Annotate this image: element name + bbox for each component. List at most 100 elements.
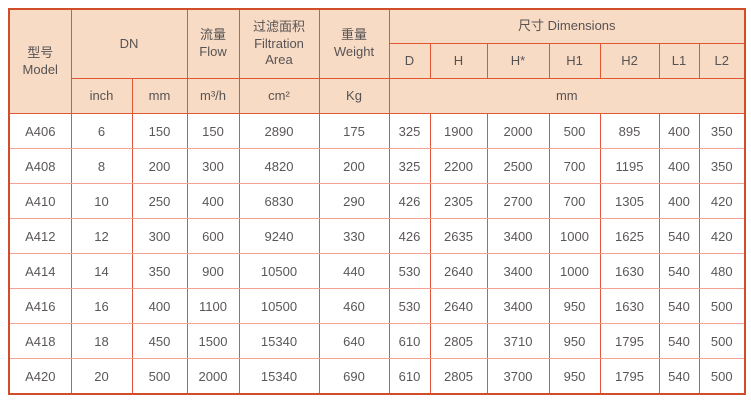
value-cell: 18 bbox=[70, 323, 133, 359]
table-row: A410 10 250 400 6830 290 426 2305 2700 700 1305 400… bbox=[8, 183, 746, 219]
value-cell: 2500 bbox=[486, 148, 550, 184]
value-cell: 2305 bbox=[429, 183, 488, 219]
model-cell: A420 bbox=[8, 358, 72, 395]
header-model: 型号 Model bbox=[8, 8, 72, 114]
value-cell: 610 bbox=[388, 323, 431, 359]
header-row-top: 型号 Model DN 流量 Flow 过滤面积 Filtration Area… bbox=[8, 8, 746, 114]
value-cell: 640 bbox=[318, 323, 390, 359]
value-cell: 610 bbox=[388, 358, 431, 395]
value-cell: 290 bbox=[318, 183, 390, 219]
value-cell: 325 bbox=[388, 148, 431, 184]
unit-weight: Kg bbox=[318, 78, 390, 114]
value-cell: 3400 bbox=[486, 253, 550, 289]
value-cell: 500 bbox=[698, 358, 746, 395]
header-row-units: inch mm m³/h cm² Kg mm bbox=[9, 78, 746, 114]
header-flow: 流量 Flow bbox=[186, 8, 240, 79]
value-cell: 175 bbox=[318, 113, 390, 149]
table-row: A412 12 300 600 9240 330 426 2635 3400 1000 1625 54… bbox=[8, 218, 746, 254]
value-cell: 350 bbox=[698, 113, 746, 149]
value-cell: 325 bbox=[388, 113, 431, 149]
value-cell: 6830 bbox=[238, 183, 320, 219]
value-cell: 350 bbox=[698, 148, 746, 184]
table-body: A406 6 150 150 2890 175 325 1900 2000 500 895 400 35… bbox=[8, 113, 746, 395]
value-cell: 1100 bbox=[186, 288, 240, 324]
value-cell: 2200 bbox=[429, 148, 488, 184]
value-cell: 2640 bbox=[429, 288, 488, 324]
value-cell: 700 bbox=[548, 148, 601, 184]
value-cell: 540 bbox=[658, 218, 700, 254]
header-dim-h: H bbox=[429, 43, 488, 79]
value-cell: 300 bbox=[186, 148, 240, 184]
value-cell: 12 bbox=[70, 218, 133, 254]
value-cell: 1305 bbox=[599, 183, 660, 219]
value-cell: 426 bbox=[388, 183, 431, 219]
header-dim-d: D bbox=[388, 43, 431, 79]
header-dim-hstar: H* bbox=[486, 43, 550, 79]
value-cell: 1630 bbox=[599, 288, 660, 324]
value-cell: 500 bbox=[131, 358, 188, 395]
value-cell: 2890 bbox=[238, 113, 320, 149]
value-cell: 1000 bbox=[548, 218, 601, 254]
value-cell: 10 bbox=[70, 183, 133, 219]
value-cell: 250 bbox=[131, 183, 188, 219]
value-cell: 400 bbox=[131, 288, 188, 324]
value-cell: 530 bbox=[388, 253, 431, 289]
value-cell: 1625 bbox=[599, 218, 660, 254]
value-cell: 530 bbox=[388, 288, 431, 324]
model-cell: A408 bbox=[8, 148, 72, 184]
model-cell: A412 bbox=[8, 218, 72, 254]
value-cell: 420 bbox=[698, 183, 746, 219]
table-row: A416 16 400 1100 10500 460 530 2640 3400 950 1630 5… bbox=[8, 288, 746, 324]
table-row: A420 20 500 2000 15340 690 610 2805 3700 950 1795 5… bbox=[8, 358, 746, 395]
value-cell: 3710 bbox=[486, 323, 550, 359]
value-cell: 420 bbox=[698, 218, 746, 254]
value-cell: 1000 bbox=[548, 253, 601, 289]
value-cell: 480 bbox=[698, 253, 746, 289]
value-cell: 20 bbox=[70, 358, 133, 395]
value-cell: 500 bbox=[698, 288, 746, 324]
value-cell: 2000 bbox=[486, 113, 550, 149]
value-cell: 895 bbox=[599, 113, 660, 149]
value-cell: 2700 bbox=[486, 183, 550, 219]
value-cell: 1900 bbox=[429, 113, 488, 149]
value-cell: 3400 bbox=[486, 288, 550, 324]
table-row: A408 8 200 300 4820 200 325 2200 2500 700 1195 400 3… bbox=[8, 148, 746, 184]
spec-table: 型号 Model DN 流量 Flow 过滤面积 Filtration Area… bbox=[8, 8, 747, 395]
value-cell: 3400 bbox=[486, 218, 550, 254]
header-weight: 重量 Weight bbox=[318, 8, 390, 79]
header-dim-l1: L1 bbox=[658, 43, 700, 79]
value-cell: 900 bbox=[186, 253, 240, 289]
value-cell: 2640 bbox=[429, 253, 488, 289]
value-cell: 500 bbox=[548, 113, 601, 149]
value-cell: 400 bbox=[658, 183, 700, 219]
value-cell: 440 bbox=[318, 253, 390, 289]
table-row: A418 18 450 1500 15340 640 610 2805 3710 950 1795 5… bbox=[8, 323, 746, 359]
value-cell: 450 bbox=[131, 323, 188, 359]
value-cell: 460 bbox=[318, 288, 390, 324]
unit-inch: inch bbox=[70, 78, 133, 114]
header-filtration-area: 过滤面积 Filtration Area bbox=[238, 8, 320, 79]
value-cell: 2805 bbox=[429, 358, 488, 395]
value-cell: 1795 bbox=[599, 358, 660, 395]
table-header: 型号 Model DN 流量 Flow 过滤面积 Filtration Area… bbox=[8, 8, 746, 114]
value-cell: 400 bbox=[658, 148, 700, 184]
value-cell: 500 bbox=[698, 323, 746, 359]
header-row-dim-cols: D H H* H1 H2 L1 L2 bbox=[9, 43, 746, 79]
value-cell: 1630 bbox=[599, 253, 660, 289]
value-cell: 200 bbox=[318, 148, 390, 184]
value-cell: 690 bbox=[318, 358, 390, 395]
header-dim-h2: H2 bbox=[599, 43, 660, 79]
value-cell: 4820 bbox=[238, 148, 320, 184]
header-dn: DN bbox=[70, 8, 188, 79]
value-cell: 300 bbox=[131, 218, 188, 254]
unit-area: cm² bbox=[238, 78, 320, 114]
header-dimensions: 尺寸 Dimensions bbox=[388, 8, 746, 44]
value-cell: 700 bbox=[548, 183, 601, 219]
model-cell: A414 bbox=[8, 253, 72, 289]
value-cell: 1795 bbox=[599, 323, 660, 359]
model-cell: A418 bbox=[8, 323, 72, 359]
unit-dims: mm bbox=[388, 78, 746, 114]
header-dim-h1: H1 bbox=[548, 43, 601, 79]
value-cell: 9240 bbox=[238, 218, 320, 254]
